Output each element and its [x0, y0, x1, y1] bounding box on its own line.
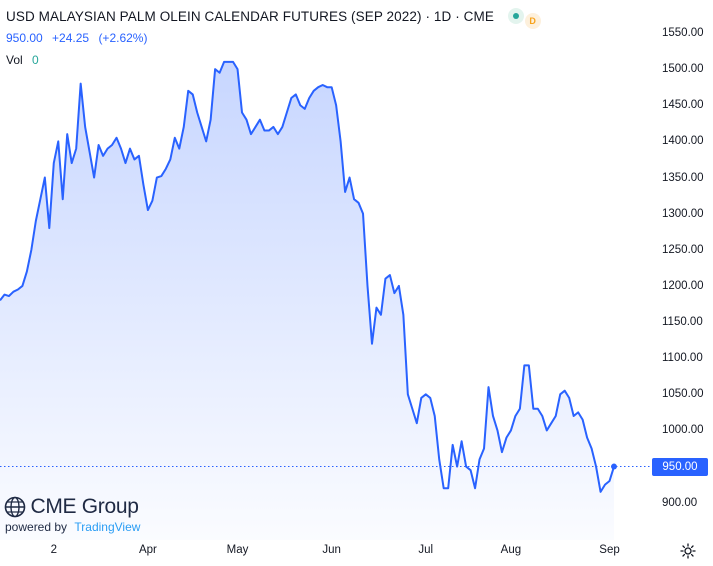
y-tick-label: 1300.00	[662, 207, 704, 220]
chart-title: USD MALAYSIAN PALM OLEIN CALENDAR FUTURE…	[6, 9, 422, 24]
y-tick-label: 1200.00	[662, 279, 704, 292]
chart-title-bar: USD MALAYSIAN PALM OLEIN CALENDAR FUTURE…	[6, 8, 541, 29]
x-tick-label: Sep	[599, 544, 620, 556]
y-tick-label: 1100.00	[662, 352, 703, 365]
y-tick-label: 900.00	[662, 496, 698, 509]
x-tick-label: Jun	[322, 544, 341, 556]
last-price-tag: 950.00	[652, 457, 708, 476]
cme-group-logo[interactable]: CME Group	[4, 495, 139, 519]
interval-label[interactable]: 1D	[433, 9, 452, 24]
y-tick-label: 1150.00	[662, 316, 703, 329]
price-change: +24.25	[52, 31, 90, 45]
powered-by-label: powered by	[5, 520, 68, 534]
globe-icon	[4, 496, 26, 518]
y-tick-label: 1450.00	[662, 99, 704, 112]
delayed-data-badge[interactable]: D	[524, 13, 541, 29]
series-area	[0, 61, 614, 541]
exchange-label: CME	[463, 9, 494, 24]
price-change-percent: (+2.62%)	[98, 31, 148, 45]
y-tick-label: 1050.00	[662, 388, 704, 401]
volume-line: Vol 0	[6, 53, 39, 67]
volume-label: Vol	[6, 53, 23, 67]
last-point	[611, 463, 617, 470]
y-tick-label: 1550.00	[662, 27, 704, 39]
logo-text: CME Group	[30, 495, 139, 518]
market-status-icon[interactable]	[507, 8, 524, 24]
x-tick-label: May	[226, 544, 249, 556]
volume-value: 0	[32, 53, 39, 67]
quote-line: 950.00 +24.25 (+2.62%)	[6, 31, 153, 45]
x-tick-label: Apr	[138, 544, 157, 556]
y-tick-label: 1400.00	[662, 135, 704, 148]
x-tick-label: Jul	[418, 544, 434, 556]
y-tick-label: 1500.00	[662, 63, 704, 76]
powered-by-line: powered by TradingView	[5, 520, 140, 534]
gear-icon[interactable]	[680, 543, 696, 559]
tradingview-link[interactable]: TradingView	[74, 520, 141, 534]
y-tick-label: 1250.00	[662, 243, 704, 256]
series-line	[0, 60, 615, 493]
x-tick-label: 2	[50, 544, 57, 556]
last-price: 950.00	[6, 31, 43, 45]
x-tick-label: Aug	[500, 544, 522, 556]
y-tick-label: 1350.00	[662, 171, 704, 184]
y-tick-label: 1000.00	[662, 424, 704, 437]
